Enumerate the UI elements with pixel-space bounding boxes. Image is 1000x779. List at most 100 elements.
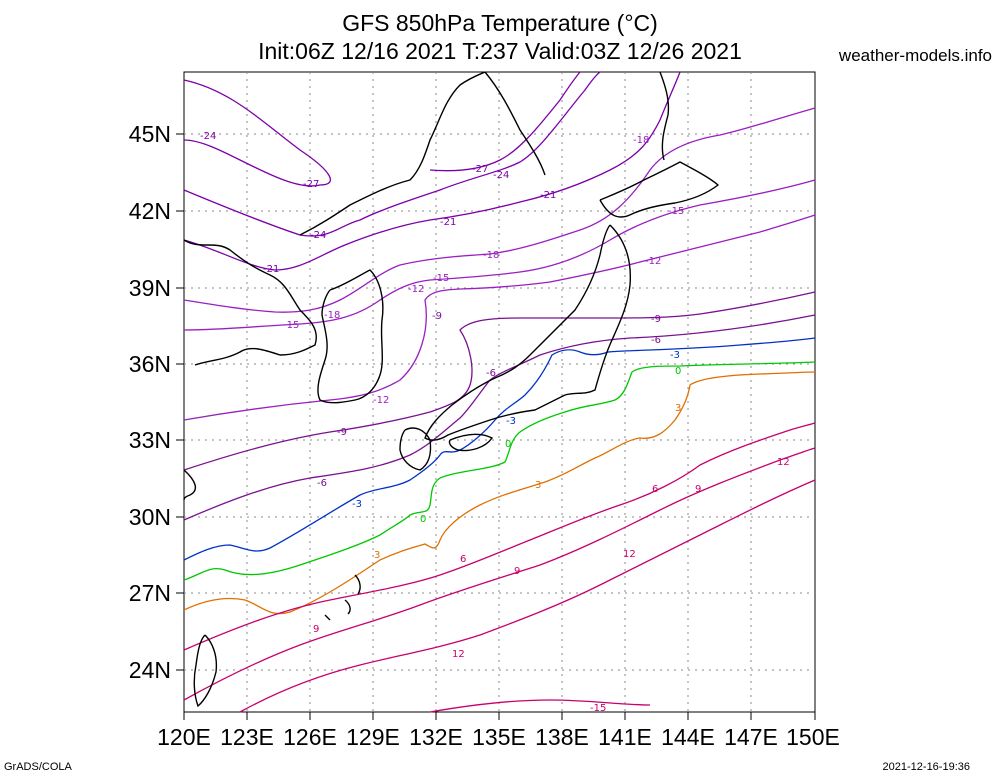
- contour-minus27-b: [429, 71, 581, 172]
- y-tick-label: 27N: [129, 580, 171, 606]
- axis-ticks: [176, 133, 816, 720]
- contour-label: -15: [668, 206, 684, 217]
- y-tick-label: 39N: [129, 275, 171, 301]
- contour-label: -21: [263, 264, 279, 275]
- contour-label: 9: [514, 566, 520, 577]
- x-tick-label: 123E: [220, 724, 274, 750]
- contour-label: -18: [324, 310, 340, 321]
- coast-sakhalin: [659, 71, 670, 161]
- contour-label: -3: [506, 416, 516, 427]
- contour-labels: -24 -27 -27 -24 -21 -21 -18 -24 -21 -18 …: [200, 131, 790, 714]
- contour-label: -24: [310, 230, 326, 241]
- contour-label: 9: [313, 624, 319, 635]
- coast-ryukyu: [324, 574, 361, 621]
- contour-label: -12: [373, 395, 389, 406]
- contour-label: -3: [670, 350, 680, 361]
- contour-label: -24: [200, 131, 216, 142]
- footer-timestamp: 2021-12-16-19:36: [882, 761, 970, 773]
- x-tick-label: 126E: [283, 724, 337, 750]
- contour-3: [183, 371, 816, 615]
- coastlines: [183, 71, 720, 708]
- y-axis-labels: 45N 42N 39N 36N 33N 30N 27N 24N: [129, 121, 171, 683]
- contour-label: -15: [283, 320, 299, 331]
- coast-honshu: [424, 224, 632, 441]
- map-title: GFS 850hPa Temperature (°C): [342, 10, 658, 36]
- contour-0: [183, 361, 816, 581]
- coast-primorye: [484, 71, 546, 176]
- x-tick-label: 144E: [661, 724, 715, 750]
- contour-label: -21: [440, 217, 456, 228]
- contour-12: [239, 479, 816, 713]
- graticule: [184, 72, 815, 712]
- contour-label: 3: [535, 480, 541, 491]
- y-tick-label: 33N: [129, 427, 171, 453]
- contour-minus3: [183, 337, 816, 561]
- contour-minus6: [183, 314, 816, 521]
- contour-label: -3: [352, 499, 362, 510]
- contour-label: 12: [777, 457, 790, 468]
- y-tick-label: 30N: [129, 504, 171, 530]
- x-tick-label: 129E: [346, 724, 400, 750]
- contour-label: -6: [651, 335, 661, 346]
- contour-label: 0: [505, 439, 511, 450]
- contour-minus12: [183, 214, 816, 421]
- source-label: weather-models.info: [838, 46, 992, 65]
- y-tick-label: 36N: [129, 351, 171, 377]
- map-subtitle: Init:06Z 12/16 2021 T:237 Valid:03Z 12/2…: [258, 38, 742, 64]
- contour-minus27: [183, 79, 332, 187]
- contour-label: 0: [675, 366, 681, 377]
- contour-15: [429, 699, 651, 713]
- contour-label: -15: [590, 703, 606, 714]
- contour-label: 9: [695, 484, 701, 495]
- contour-label: 6: [460, 554, 466, 565]
- contour-minus18: [183, 107, 816, 313]
- coast-kyushu: [399, 427, 432, 471]
- temperature-contours: [183, 71, 816, 713]
- contour-6: [183, 422, 816, 651]
- x-tick-label: 132E: [409, 724, 463, 750]
- contour-label: -9: [432, 311, 442, 322]
- contour-label: -6: [486, 368, 496, 379]
- coast-north-asia: [299, 71, 486, 236]
- coast-shikoku: [448, 433, 494, 452]
- contour-label: -24: [493, 170, 509, 181]
- contour-minus15: [183, 179, 816, 331]
- plot-frame: [183, 71, 816, 713]
- x-tick-label: 147E: [724, 724, 778, 750]
- coast-hokkaido: [599, 161, 720, 218]
- coast-mainland-asia: [183, 239, 317, 501]
- coast-korea: [317, 269, 384, 404]
- x-tick-label: 120E: [157, 724, 211, 750]
- contour-label: -18: [633, 135, 649, 146]
- contour-label: -6: [317, 478, 327, 489]
- contour-label: 6: [652, 484, 658, 495]
- contour-minus24: [183, 71, 601, 237]
- x-tick-label: 138E: [535, 724, 589, 750]
- y-tick-label: 42N: [129, 198, 171, 224]
- contour-label: -9: [651, 314, 661, 325]
- contour-label: -27: [303, 179, 319, 190]
- contour-label: -15: [433, 273, 449, 284]
- x-tick-label: 141E: [598, 724, 652, 750]
- y-tick-label: 45N: [129, 121, 171, 147]
- contour-minus21: [183, 71, 681, 271]
- contour-label: 0: [420, 514, 426, 525]
- contour-label: 12: [623, 549, 636, 560]
- footer-grads-label: GrADS/COLA: [4, 761, 72, 773]
- contour-label: -9: [337, 427, 347, 438]
- contour-minus9: [183, 291, 816, 471]
- contour-9: [183, 447, 816, 701]
- x-tick-label: 135E: [472, 724, 526, 750]
- contour-label: 3: [675, 403, 681, 414]
- contour-label: -12: [408, 284, 424, 295]
- contour-label: -18: [483, 250, 499, 261]
- y-tick-label: 24N: [129, 657, 171, 683]
- contour-label: -21: [540, 190, 556, 201]
- x-tick-label: 150E: [786, 724, 840, 750]
- x-axis-labels: 120E 123E 126E 129E 132E 135E 138E 141E …: [157, 724, 840, 750]
- contour-label: -27: [472, 164, 488, 175]
- coast-taiwan: [193, 634, 218, 708]
- contour-label: 12: [452, 649, 465, 660]
- contour-label: -12: [645, 256, 661, 267]
